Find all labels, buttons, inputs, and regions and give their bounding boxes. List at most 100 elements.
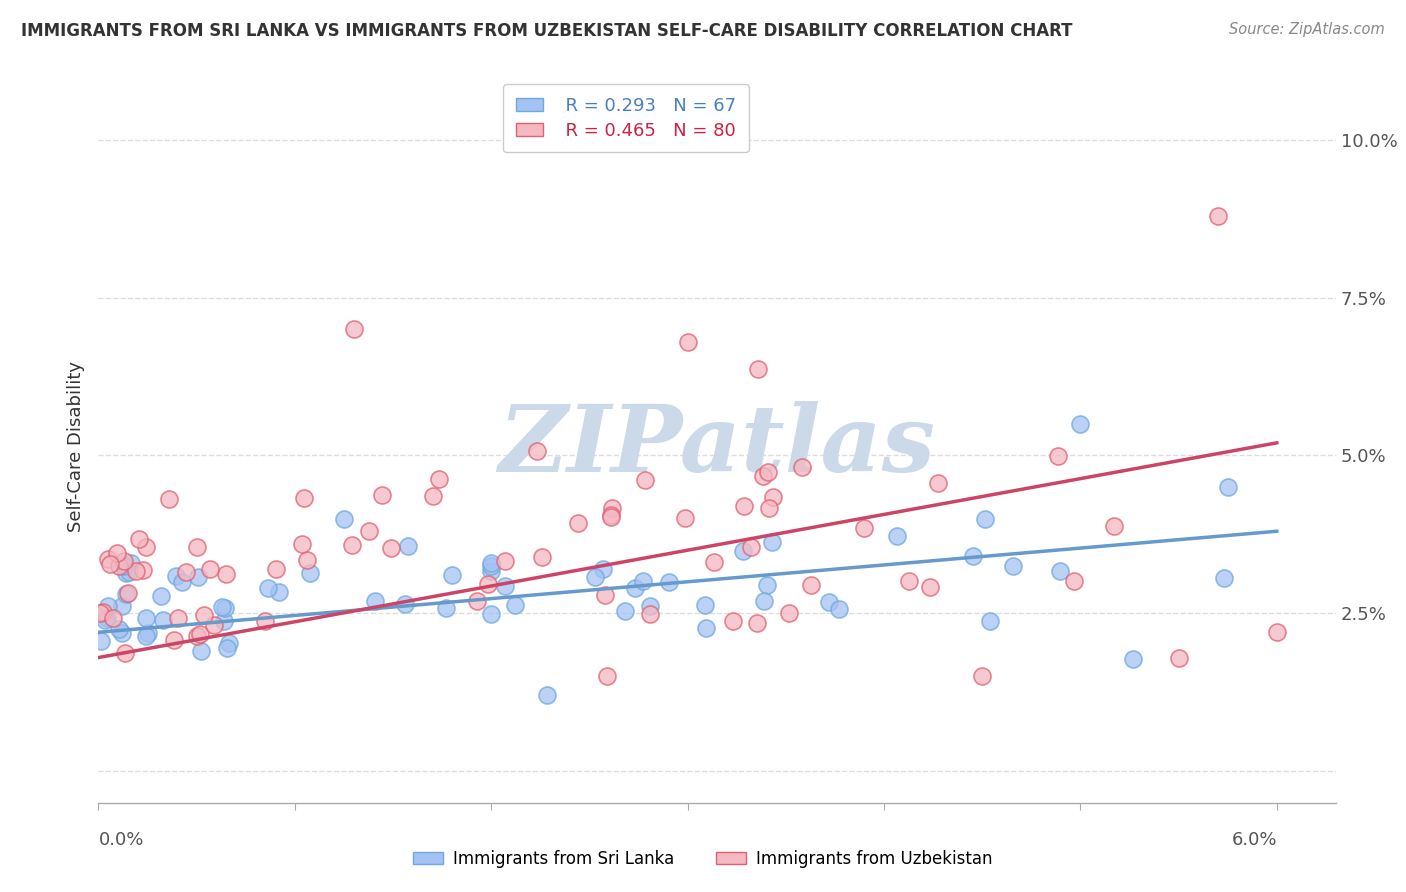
Point — [800, 578, 823, 592]
Point — [567, 516, 589, 530]
Point — [778, 606, 800, 620]
Point — [740, 540, 762, 554]
Point — [190, 643, 212, 657]
Point — [530, 549, 553, 564]
Y-axis label: Self-Care Disability: Self-Care Disability — [66, 360, 84, 532]
Point — [108, 622, 131, 636]
Point — [599, 508, 621, 522]
Point — [174, 565, 197, 579]
Point — [193, 608, 215, 623]
Point — [600, 510, 623, 524]
Point — [211, 600, 233, 615]
Point — [172, 575, 194, 590]
Point — [256, 582, 278, 596]
Point — [135, 611, 157, 625]
Point — [817, 595, 839, 609]
Point — [343, 322, 366, 336]
Point — [333, 511, 356, 525]
Point — [733, 543, 755, 558]
Point — [758, 500, 780, 515]
Point — [440, 568, 463, 582]
Point — [117, 585, 139, 599]
Point — [494, 554, 516, 568]
Point — [371, 488, 394, 502]
Point — [202, 618, 225, 632]
Point — [638, 599, 661, 614]
Point — [214, 601, 236, 615]
Point — [1213, 571, 1236, 585]
Point — [1167, 650, 1189, 665]
Point — [479, 557, 502, 571]
Point — [761, 490, 783, 504]
Text: Source: ZipAtlas.com: Source: ZipAtlas.com — [1229, 22, 1385, 37]
Point — [429, 472, 451, 486]
Point — [198, 562, 221, 576]
Point — [118, 566, 141, 580]
Point — [128, 532, 150, 546]
Point — [634, 473, 657, 487]
Point — [721, 615, 744, 629]
Point — [1063, 574, 1085, 589]
Point — [898, 574, 921, 588]
Point — [135, 629, 157, 643]
Point — [98, 557, 121, 571]
Point — [1049, 564, 1071, 578]
Point — [167, 611, 190, 625]
Point — [105, 546, 128, 560]
Point — [695, 622, 717, 636]
Point — [596, 669, 619, 683]
Point — [1206, 209, 1229, 223]
Point — [364, 594, 387, 608]
Point — [1001, 559, 1024, 574]
Point — [112, 559, 135, 574]
Point — [526, 444, 548, 458]
Point — [920, 580, 942, 594]
Point — [163, 633, 186, 648]
Point — [188, 627, 211, 641]
Point — [658, 575, 681, 590]
Point — [101, 611, 124, 625]
Point — [111, 626, 134, 640]
Point — [269, 584, 291, 599]
Point — [972, 669, 994, 683]
Point — [120, 556, 142, 570]
Point — [215, 566, 238, 581]
Point — [593, 588, 616, 602]
Point — [115, 587, 138, 601]
Point — [114, 646, 136, 660]
Point — [298, 566, 321, 580]
Point — [136, 625, 159, 640]
Point — [624, 581, 647, 595]
Point — [494, 579, 516, 593]
Point — [434, 601, 457, 615]
Point — [1102, 519, 1125, 533]
Point — [291, 536, 314, 550]
Point — [342, 538, 364, 552]
Point — [125, 564, 148, 578]
Point — [695, 599, 717, 613]
Point — [91, 605, 114, 619]
Point — [394, 597, 416, 611]
Point — [979, 614, 1001, 628]
Legend:   R = 0.293   N = 67,   R = 0.465   N = 80: R = 0.293 N = 67, R = 0.465 N = 80 — [503, 84, 749, 153]
Point — [89, 607, 111, 621]
Point — [761, 535, 783, 549]
Point — [673, 511, 696, 525]
Text: 0.0%: 0.0% — [98, 831, 143, 849]
Point — [752, 468, 775, 483]
Point — [676, 334, 699, 349]
Point — [973, 511, 995, 525]
Point — [747, 361, 769, 376]
Point — [218, 636, 240, 650]
Point — [600, 500, 623, 515]
Point — [479, 607, 502, 621]
Point — [254, 614, 277, 628]
Point — [422, 489, 444, 503]
Point — [752, 593, 775, 607]
Point — [132, 563, 155, 577]
Point — [1121, 651, 1143, 665]
Point — [187, 570, 209, 584]
Legend: Immigrants from Sri Lanka, Immigrants from Uzbekistan: Immigrants from Sri Lanka, Immigrants fr… — [406, 844, 1000, 875]
Point — [886, 529, 908, 543]
Point — [294, 491, 316, 505]
